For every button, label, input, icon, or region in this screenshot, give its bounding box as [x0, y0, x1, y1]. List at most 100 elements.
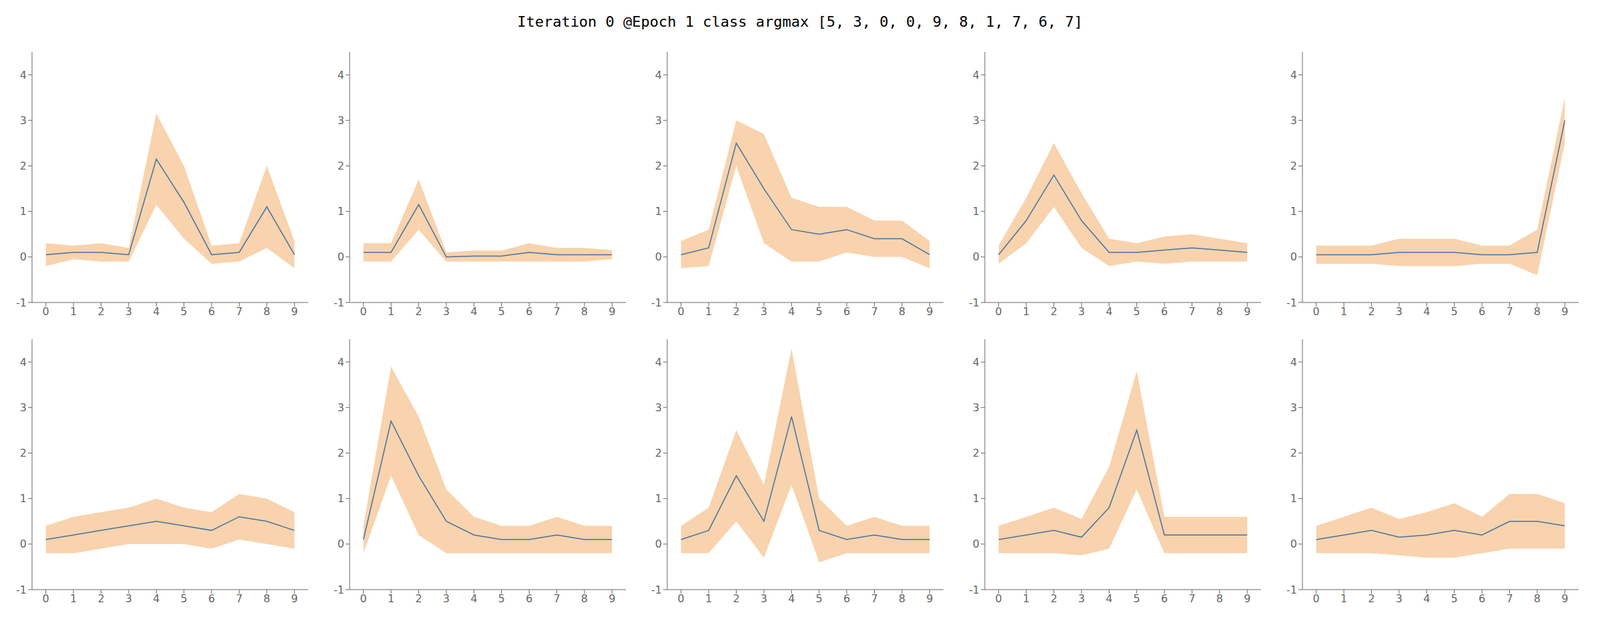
svg-text:4: 4: [1290, 68, 1298, 82]
svg-text:2: 2: [1367, 591, 1375, 605]
svg-text:3: 3: [655, 114, 662, 127]
svg-text:-1: -1: [968, 296, 980, 309]
svg-text:9: 9: [290, 591, 298, 605]
svg-text:7: 7: [1188, 304, 1195, 318]
svg-text:2: 2: [1290, 159, 1298, 173]
svg-text:3: 3: [1290, 114, 1298, 127]
svg-text:4: 4: [1105, 304, 1113, 318]
svg-text:0: 0: [337, 250, 345, 263]
svg-text:2: 2: [1050, 591, 1057, 605]
svg-text:1: 1: [20, 204, 27, 218]
svg-text:6: 6: [843, 304, 851, 318]
svg-text:9: 9: [608, 591, 616, 605]
svg-text:9: 9: [1243, 304, 1251, 318]
svg-text:0: 0: [995, 304, 1003, 318]
svg-text:7: 7: [870, 304, 878, 318]
svg-text:3: 3: [972, 114, 980, 127]
svg-text:0: 0: [995, 591, 1003, 605]
svg-text:3: 3: [760, 591, 768, 605]
svg-text:9: 9: [1243, 591, 1251, 605]
svg-text:7: 7: [1505, 591, 1513, 605]
svg-text:4: 4: [972, 355, 980, 369]
svg-text:-1: -1: [16, 583, 27, 596]
svg-text:1: 1: [655, 491, 662, 505]
svg-text:2: 2: [337, 446, 345, 460]
svg-text:-1: -1: [333, 583, 345, 596]
svg-text:0: 0: [677, 304, 685, 318]
svg-text:3: 3: [760, 304, 768, 318]
svg-text:3: 3: [443, 304, 450, 318]
svg-text:9: 9: [1561, 591, 1568, 605]
svg-text:2: 2: [972, 159, 980, 173]
svg-text:9: 9: [1561, 304, 1568, 318]
svg-text:4: 4: [972, 68, 980, 82]
svg-text:8: 8: [581, 591, 588, 605]
svg-text:1: 1: [387, 591, 395, 605]
svg-text:7: 7: [870, 591, 878, 605]
svg-text:0: 0: [677, 591, 685, 605]
svg-text:2: 2: [20, 159, 27, 173]
svg-text:0: 0: [655, 537, 662, 550]
svg-text:-1: -1: [333, 296, 345, 309]
svg-text:2: 2: [337, 159, 345, 173]
svg-text:5: 5: [1451, 304, 1458, 318]
svg-text:5: 5: [1133, 591, 1141, 605]
svg-text:7: 7: [553, 591, 560, 605]
svg-text:9: 9: [926, 591, 933, 605]
svg-text:6: 6: [843, 591, 851, 605]
svg-text:7: 7: [1505, 304, 1513, 318]
svg-text:3: 3: [337, 114, 345, 127]
svg-text:8: 8: [1216, 304, 1224, 318]
svg-text:3: 3: [1078, 304, 1085, 318]
svg-text:4: 4: [20, 68, 27, 82]
svg-text:-1: -1: [16, 296, 27, 309]
svg-text:8: 8: [263, 304, 271, 318]
svg-text:5: 5: [1133, 304, 1141, 318]
svg-text:1: 1: [1340, 591, 1348, 605]
svg-text:1: 1: [1340, 304, 1348, 318]
svg-text:2: 2: [1367, 304, 1375, 318]
svg-text:5: 5: [816, 591, 823, 605]
svg-text:3: 3: [1290, 401, 1298, 414]
svg-text:9: 9: [926, 304, 933, 318]
svg-text:1: 1: [705, 304, 712, 318]
svg-text:2: 2: [415, 304, 422, 318]
svg-text:5: 5: [498, 591, 506, 605]
svg-text:1: 1: [1022, 591, 1030, 605]
svg-text:2: 2: [20, 446, 27, 460]
svg-text:1: 1: [972, 204, 980, 218]
svg-text:4: 4: [470, 591, 478, 605]
svg-text:0: 0: [972, 537, 980, 550]
svg-text:1: 1: [1290, 204, 1298, 218]
svg-text:4: 4: [1105, 591, 1113, 605]
svg-text:2: 2: [732, 591, 740, 605]
svg-text:6: 6: [525, 304, 533, 318]
svg-text:3: 3: [125, 591, 133, 605]
svg-text:2: 2: [732, 304, 740, 318]
svg-text:0: 0: [972, 250, 980, 263]
svg-text:2: 2: [1290, 446, 1298, 460]
svg-text:3: 3: [125, 304, 133, 318]
svg-text:6: 6: [1478, 304, 1486, 318]
svg-text:-1: -1: [651, 583, 662, 596]
svg-text:4: 4: [20, 355, 27, 369]
svg-text:2: 2: [1050, 304, 1057, 318]
svg-text:3: 3: [1078, 591, 1085, 605]
svg-text:1: 1: [387, 304, 395, 318]
svg-text:0: 0: [655, 250, 662, 263]
svg-text:3: 3: [655, 401, 662, 414]
svg-text:3: 3: [1395, 304, 1403, 318]
svg-text:0: 0: [1290, 537, 1298, 550]
svg-text:8: 8: [1533, 591, 1541, 605]
svg-text:6: 6: [208, 591, 215, 605]
svg-text:-1: -1: [651, 296, 662, 309]
svg-text:8: 8: [263, 591, 271, 605]
svg-text:7: 7: [235, 591, 243, 605]
svg-text:2: 2: [97, 304, 105, 318]
svg-text:9: 9: [290, 304, 298, 318]
svg-text:1: 1: [337, 491, 345, 505]
svg-text:3: 3: [972, 401, 980, 414]
svg-text:2: 2: [655, 446, 662, 460]
svg-text:7: 7: [235, 304, 243, 318]
svg-text:0: 0: [1313, 591, 1320, 605]
